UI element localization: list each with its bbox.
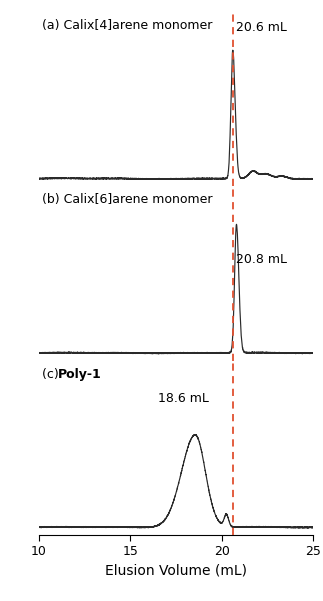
Text: (c): (c) (41, 368, 62, 380)
Text: Poly-1: Poly-1 (58, 368, 102, 380)
Text: 18.6 mL: 18.6 mL (158, 392, 209, 405)
X-axis label: Elusion Volume (mL): Elusion Volume (mL) (105, 564, 247, 578)
Text: (a) Calix[4]arene monomer: (a) Calix[4]arene monomer (41, 19, 212, 32)
Text: 20.8 mL: 20.8 mL (236, 252, 287, 266)
Text: (b) Calix[6]arene monomer: (b) Calix[6]arene monomer (41, 194, 212, 206)
Text: 20.6 mL: 20.6 mL (236, 20, 287, 34)
